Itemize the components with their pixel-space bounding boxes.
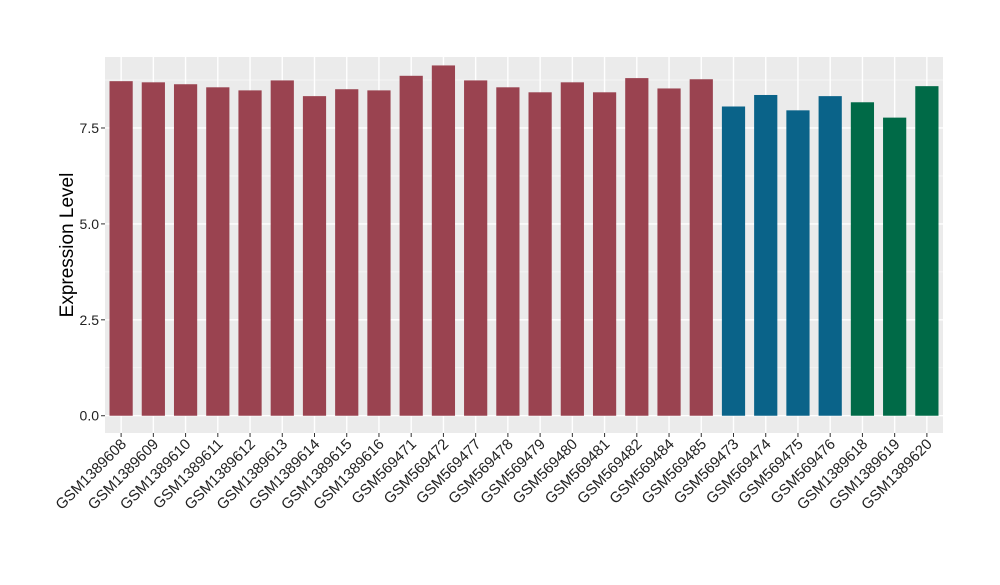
bar-GSM569479 [528,92,552,416]
bar-GSM569471 [399,75,423,416]
y-tick-label: 0.0 [80,408,100,424]
bar-GSM1389609 [141,82,165,416]
bar-GSM569478 [496,87,520,416]
y-tick-label: 5.0 [80,216,100,232]
bar-GSM1389611 [206,87,230,416]
bar-GSM569480 [560,82,584,416]
y-tick-label: 7.5 [80,120,100,136]
bar-GSM569472 [431,65,456,416]
y-axis: 0.0 2.5 5.0 7.5 [80,120,105,424]
bar-GSM1389618 [850,102,875,416]
y-tick-label: 2.5 [80,312,100,328]
bar-GSM1389613 [270,80,294,416]
bar-GSM1389616 [367,90,391,416]
bar-GSM1389614 [302,96,327,416]
bar-GSM569481 [592,92,617,416]
bar-GSM569482 [625,78,649,416]
bar-GSM569474 [754,94,778,416]
y-axis-label: Expression Level [57,173,78,318]
bar-GSM569473 [721,106,746,416]
bar-GSM1389619 [883,117,907,416]
bar-GSM569477 [464,80,488,416]
bar-GSM1389615 [335,89,359,416]
bar-GSM569485 [689,79,713,416]
bar-GSM1389620 [915,86,939,416]
bar-GSM1389608 [109,81,133,416]
bars [109,65,939,416]
bar-GSM569476 [818,96,842,416]
bar-GSM569475 [786,110,810,416]
plot-panel [105,57,943,433]
x-axis: GSM1389608GSM1389609GSM1389610GSM1389611… [52,433,936,513]
bar-GSM569484 [657,88,681,416]
bar-GSM1389610 [173,84,198,416]
bar-GSM1389612 [238,90,262,416]
